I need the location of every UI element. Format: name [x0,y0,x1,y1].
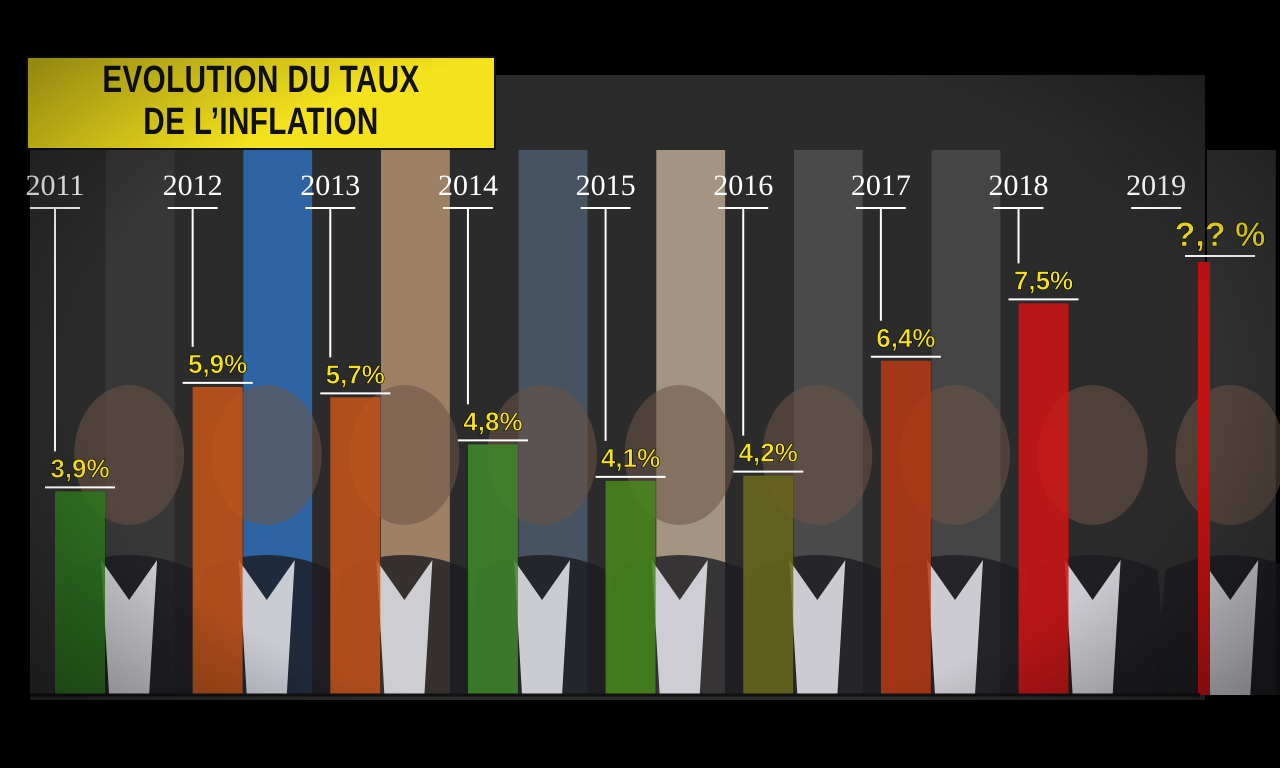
data-label: 7,5% [1014,265,1073,295]
value-bar [330,397,381,695]
value-bar [55,491,105,695]
year-label: 2015 [576,169,636,202]
year-label: 2019 [1126,169,1186,202]
data-label: ?,? % [1175,216,1266,254]
year-label: 2014 [438,169,498,202]
value-bar [1018,303,1069,695]
value-bar [605,480,656,695]
year-label: 2018 [989,169,1049,202]
data-label: 4,2% [739,438,798,468]
value-bar [743,475,794,695]
data-label: 6,4% [876,323,935,353]
title-line-1: EVOLUTION DU TAUX [102,59,420,101]
data-label: 4,1% [601,443,660,473]
value-bar [1198,262,1210,695]
data-label: 5,9% [188,349,247,379]
year-label: 2011 [26,169,85,202]
year-label: 2013 [300,169,360,202]
value-bar [467,444,518,695]
year-label: 2012 [163,169,223,202]
value-bar [880,360,931,695]
title-line-2: DE L’INFLATION [143,101,379,143]
value-bar [192,386,243,695]
data-label: 4,8% [463,406,522,436]
data-label: 5,7% [326,359,385,389]
year-label: 2017 [851,169,911,202]
title-banner: EVOLUTION DU TAUX DE L’INFLATION [26,56,496,150]
year-label: 2016 [713,169,773,202]
data-label: 3,9% [50,453,109,483]
